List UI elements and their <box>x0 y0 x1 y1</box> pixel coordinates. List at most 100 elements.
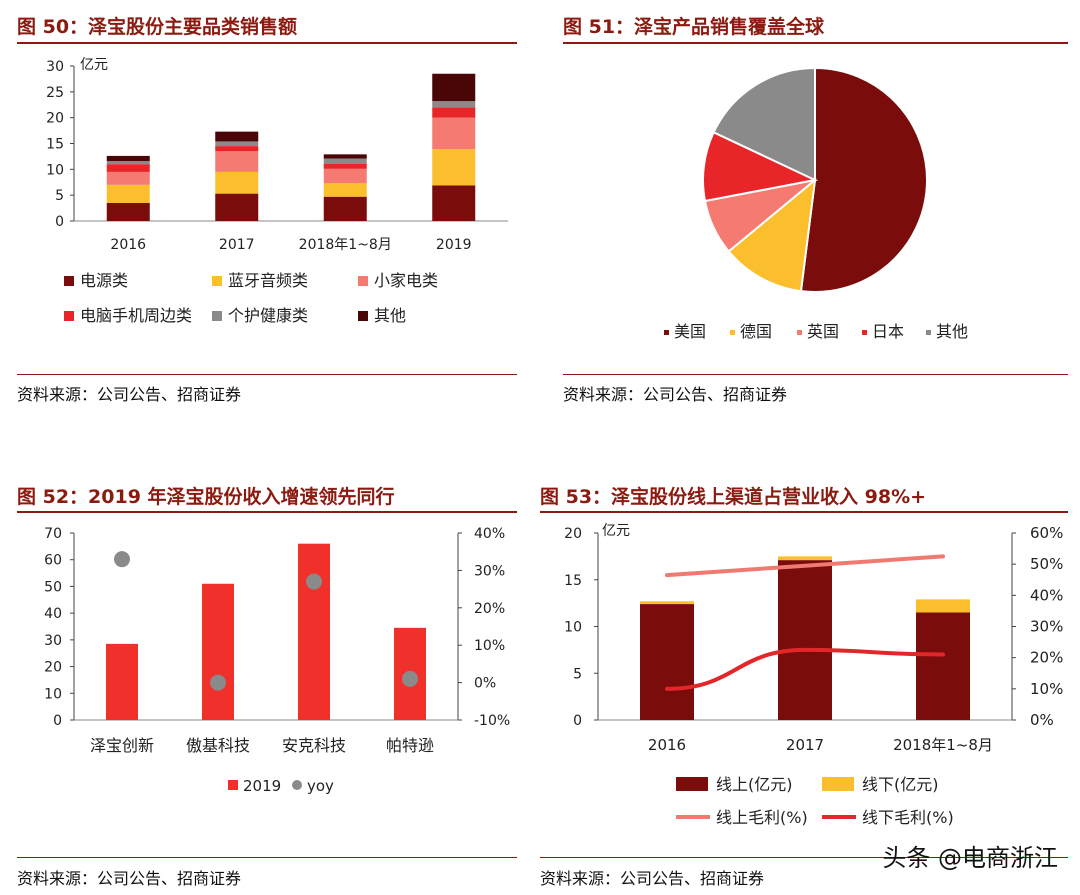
fig50-bar-segment <box>323 168 367 184</box>
fig51-pie-slice <box>712 66 816 182</box>
fig52-bar <box>202 583 234 720</box>
fig50-bar-segment <box>432 149 476 186</box>
fig51-bottom-rule <box>563 374 1068 375</box>
fig50-legend-label: 蓝牙音频类 <box>228 271 308 290</box>
fig51-legend-label: 其他 <box>936 322 968 341</box>
fig50-bar-segment <box>215 146 259 152</box>
fig53-bar-segment <box>640 604 694 720</box>
fig51-legend-swatch <box>926 330 931 335</box>
fig52-yoy-point <box>402 670 418 687</box>
fig51-pie-slice <box>727 177 817 293</box>
fig53-legend-label: 线上(亿元) <box>716 775 793 794</box>
fig53-bar-segment <box>778 560 832 720</box>
fig52-y-tick-label: 60 <box>44 553 62 569</box>
fig52-yoy-point <box>306 573 322 590</box>
fig50-bar-segment <box>432 185 476 221</box>
fig52-title-rule <box>17 511 517 513</box>
fig53-bar-segment <box>640 601 694 605</box>
fig52-x-tick-label: 泽宝创新 <box>90 736 154 755</box>
fig51-legend-swatch <box>664 330 669 335</box>
fig52-source: 资料来源：公司公告、招商证券 <box>17 869 242 888</box>
fig50-bar-segment <box>323 158 367 164</box>
fig50-x-tick-label: 2019 <box>436 237 472 253</box>
fig52-y2-tick-label: 10% <box>474 638 505 654</box>
fig53-source: 资料来源：公司公告、招商证券 <box>540 869 765 888</box>
fig52-yoy-point <box>114 551 130 568</box>
fig53-title: 图 53：泽宝股份线上渠道占营业收入 98%+ <box>540 486 927 508</box>
fig50-legend-label: 小家电类 <box>374 271 438 290</box>
fig50-bar-segment <box>323 183 367 197</box>
fig50-legend-swatch <box>64 276 74 286</box>
fig50-bar-segment <box>215 151 259 172</box>
fig53-x-tick-label: 2017 <box>786 736 824 754</box>
fig53-line-series <box>665 554 945 578</box>
fig50-bar-segment <box>323 196 367 221</box>
fig53-legend-label: 线下(亿元) <box>862 775 939 794</box>
fig50-bar-segment <box>215 131 259 142</box>
fig50-legend-swatch <box>212 311 222 321</box>
fig50-bar-segment <box>323 163 367 169</box>
fig51-source: 资料来源：公司公告、招商证券 <box>563 385 788 404</box>
fig50-bar-segment <box>323 154 367 159</box>
fig53-legend-label: 线下毛利(%) <box>862 808 954 827</box>
fig51-title: 图 51：泽宝产品销售覆盖全球 <box>563 16 825 38</box>
fig52-y2-tick-label: 40% <box>474 526 505 542</box>
fig53-y2-tick-label: 10% <box>1030 680 1063 698</box>
fig53-y2-tick-label: 60% <box>1030 524 1063 542</box>
fig50-y-tick-label: 0 <box>55 214 64 230</box>
fig51-legend-label: 美国 <box>674 322 706 341</box>
fig50-x-tick-label: 2016 <box>110 237 146 253</box>
fig53-y-tick-label: 20 <box>564 526 582 542</box>
fig50-x-tick-label: 2017 <box>219 237 255 253</box>
fig51-legend-label: 日本 <box>872 322 904 341</box>
fig52-x-tick-label: 傲基科技 <box>186 736 250 755</box>
fig50-legend-label: 电源类 <box>80 271 128 290</box>
fig52-bar <box>298 543 330 720</box>
fig52-y-tick-label: 50 <box>44 579 62 595</box>
fig52-x-tick-label: 安克科技 <box>282 736 346 755</box>
fig50-y-tick-label: 10 <box>46 162 64 178</box>
fig52-y-tick-label: 20 <box>44 660 62 676</box>
fig51-legend-swatch <box>730 330 735 335</box>
fig52-x-tick-label: 帕特逊 <box>386 736 434 755</box>
fig53-y-tick-label: 10 <box>564 620 582 636</box>
fig52-y2-tick-label: 20% <box>474 601 505 617</box>
fig53-y-axis-label: 亿元 <box>602 523 630 539</box>
fig50-bar-segment <box>106 184 150 203</box>
fig53-y2-tick-label: 40% <box>1030 586 1063 604</box>
fig50-bar-segment <box>432 117 476 150</box>
fig52-y2-tick-label: 30% <box>474 563 505 579</box>
fig50-legend-label: 其他 <box>374 306 406 325</box>
fig53-x-tick-label: 2018年1~8月 <box>893 736 993 754</box>
fig51-legend-label: 英国 <box>807 322 839 341</box>
fig53-y2-tick-label: 50% <box>1030 555 1063 573</box>
fig50-y-tick-label: 15 <box>46 137 64 153</box>
fig53-bottom-rule <box>540 857 1068 858</box>
fig51-legend-swatch <box>797 330 802 335</box>
fig51-pie-slice <box>799 66 928 293</box>
fig50-legend-swatch <box>212 276 222 286</box>
fig53-y2-tick-label: 0% <box>1030 711 1054 729</box>
fig50-bar-segment <box>106 202 150 221</box>
fig52-yoy-point <box>210 674 226 691</box>
fig50-y-axis-label: 亿元 <box>80 57 108 73</box>
fig52-y2-tick-label: -10% <box>474 713 510 729</box>
fig50-title-rule <box>17 42 517 44</box>
fig53-y2-tick-label: 20% <box>1030 649 1063 667</box>
fig52-bottom-rule <box>17 857 517 858</box>
fig50-bar-segment <box>106 155 150 162</box>
fig50-legend-swatch <box>358 276 368 286</box>
fig53-bar-segment <box>916 599 970 613</box>
fig50-y-tick-label: 5 <box>55 188 64 204</box>
fig50-bar-segment <box>215 171 259 194</box>
fig53-title-rule <box>540 511 1068 513</box>
fig50-source: 资料来源：公司公告、招商证券 <box>17 385 242 404</box>
fig53-legend-swatch <box>676 777 708 791</box>
fig53-legend-label: 线上毛利(%) <box>716 808 808 827</box>
fig52-title: 图 52：2019 年泽宝股份收入增速领先同行 <box>17 486 395 508</box>
fig50-bar-segment <box>215 141 259 147</box>
fig52-y-tick-label: 0 <box>53 713 62 729</box>
